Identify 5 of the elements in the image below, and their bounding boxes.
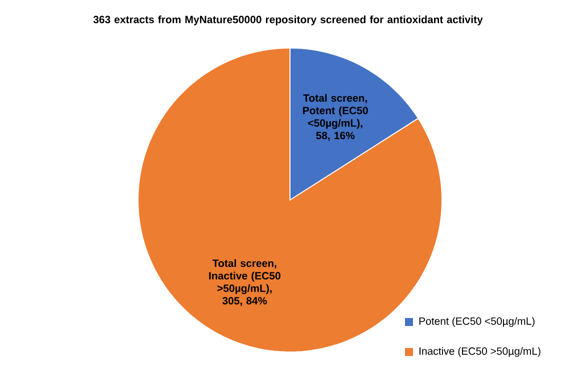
- data-label: Total screen, Potent (EC50 <50µg/mL), 58, 16%: [303, 94, 368, 141]
- data-label: Total screen, Inactive (EC50 >50µg/mL), 305, 84%: [209, 259, 280, 306]
- legend-label: Inactive (EC50 >50µg/mL): [420, 347, 540, 357]
- legend-label: Potent (EC50 <50µg/mL): [419, 317, 535, 327]
- chart-title: 363 extracts from MyNature50000 repository screened for antioxidant activity: [93, 16, 483, 26]
